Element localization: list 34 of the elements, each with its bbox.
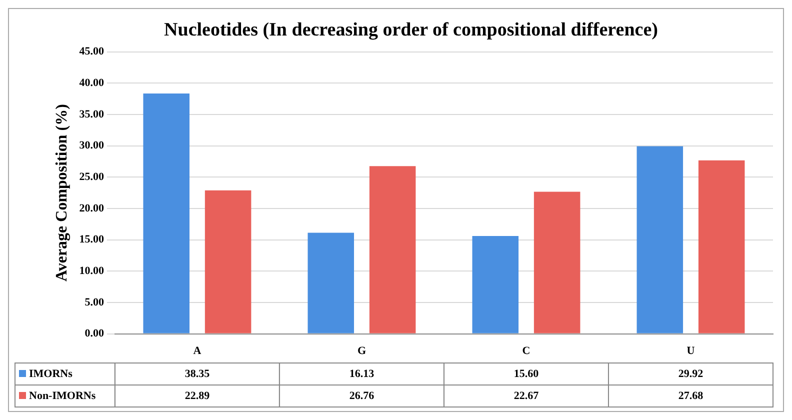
y-tick-label: 45.00 bbox=[79, 46, 104, 58]
data-label: 27.68 bbox=[678, 390, 704, 402]
x-tick-label: C bbox=[522, 345, 530, 358]
legend-label: IMORNs bbox=[29, 368, 74, 380]
data-label: 38.35 bbox=[184, 368, 210, 380]
y-tick-label: 10.00 bbox=[79, 264, 104, 277]
bar bbox=[472, 236, 519, 334]
x-tick-label: U bbox=[686, 345, 695, 358]
data-label: 16.13 bbox=[349, 368, 375, 380]
bar bbox=[636, 146, 684, 334]
chart-title: Nucleotides (In decreasing order of compositional difference) bbox=[164, 19, 658, 40]
y-tick-label: 35.00 bbox=[79, 108, 104, 120]
data-label: 15.60 bbox=[514, 368, 540, 380]
data-label: 22.89 bbox=[184, 390, 210, 402]
data-label: 22.67 bbox=[514, 390, 540, 402]
x-tick-label: G bbox=[357, 345, 366, 358]
data-label: 26.76 bbox=[349, 390, 375, 402]
bar bbox=[143, 93, 190, 334]
bar bbox=[534, 192, 580, 334]
x-tick-label: A bbox=[193, 345, 202, 358]
bar bbox=[308, 232, 354, 334]
y-tick-label: 20.00 bbox=[79, 202, 104, 214]
y-tick-label: 15.00 bbox=[79, 234, 104, 246]
y-tick-label: 30.00 bbox=[79, 140, 104, 152]
y-tick-label: 40.00 bbox=[79, 76, 104, 89]
data-label: 29.92 bbox=[678, 368, 704, 380]
bar bbox=[204, 190, 252, 334]
y-tick-label: 25.00 bbox=[79, 170, 104, 183]
bar bbox=[698, 160, 745, 334]
y-tick-label: 5.00 bbox=[84, 296, 104, 308]
bar bbox=[369, 166, 416, 334]
y-tick-label: 0.00 bbox=[84, 328, 104, 340]
legend-label: Non-IMORNs bbox=[29, 390, 96, 402]
y-axis-title: Average Composition (%) bbox=[54, 104, 71, 282]
